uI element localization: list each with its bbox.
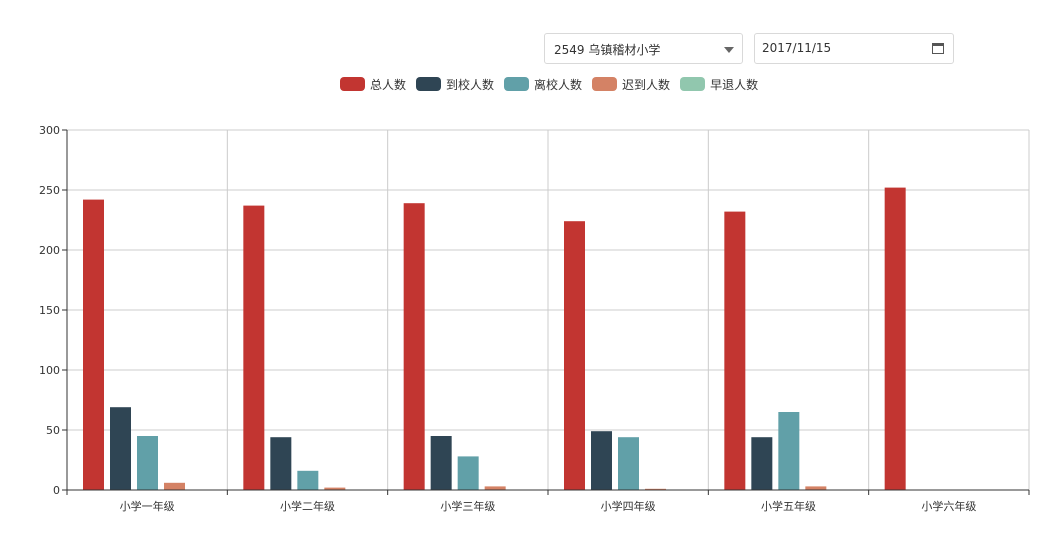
legend-swatch-arrived — [416, 77, 442, 91]
school-select-value: 2549 乌镇稽材小学 — [554, 43, 661, 57]
y-tick-label: 250 — [39, 184, 60, 197]
bar — [137, 436, 158, 490]
date-input[interactable]: 2017/11/15 — [754, 33, 954, 64]
school-select[interactable]: 2549 乌镇稽材小学 — [544, 33, 743, 64]
y-tick-label: 100 — [39, 364, 60, 377]
bar — [591, 431, 612, 490]
bar — [564, 221, 585, 490]
legend-item-early-leave[interactable]: 早退人数 — [680, 76, 758, 93]
chevron-down-icon — [724, 47, 734, 53]
bar — [164, 482, 185, 490]
bar — [884, 187, 906, 490]
bar — [403, 203, 425, 490]
bar — [83, 199, 104, 490]
legend-item-arrived[interactable]: 到校人数 — [416, 76, 494, 93]
bar — [645, 488, 666, 490]
bar — [724, 211, 746, 490]
legend-label-early-leave: 早退人数 — [710, 77, 759, 92]
x-tick-label: 小学五年级 — [761, 499, 816, 513]
y-tick-label: 0 — [53, 484, 60, 497]
bar — [484, 486, 506, 490]
bar — [430, 436, 452, 490]
legend-label-late: 迟到人数 — [622, 77, 671, 92]
y-tick-label: 300 — [39, 124, 60, 137]
date-input-value: 2017/11/15 — [762, 41, 832, 55]
bar — [270, 437, 292, 490]
legend-swatch-total — [340, 77, 365, 91]
legend-item-late[interactable]: 迟到人数 — [592, 76, 670, 93]
x-tick-label: 小学一年级 — [120, 499, 175, 513]
y-tick-label: 150 — [39, 304, 60, 317]
legend-label-total: 总人数 — [370, 77, 407, 92]
legend-item-left[interactable]: 离校人数 — [504, 76, 582, 93]
bar — [805, 486, 827, 490]
x-tick-label: 小学二年级 — [280, 499, 335, 513]
legend-swatch-late — [592, 77, 618, 91]
bar — [778, 412, 800, 490]
bar — [457, 456, 479, 490]
x-tick-label: 小学六年级 — [921, 499, 976, 513]
legend-swatch-early-leave — [680, 77, 706, 91]
legend-label-left: 离校人数 — [534, 77, 583, 92]
x-tick-label: 小学四年级 — [601, 499, 656, 513]
bar — [618, 437, 639, 490]
bar — [324, 487, 346, 490]
x-tick-label: 小学三年级 — [440, 499, 495, 513]
legend-swatch-left — [504, 77, 530, 91]
legend-item-total[interactable]: 总人数 — [340, 76, 406, 93]
bar — [243, 205, 265, 490]
bar — [110, 407, 131, 490]
y-tick-label: 50 — [46, 424, 60, 437]
y-tick-label: 200 — [39, 244, 60, 257]
chart-legend: 总人数 到校人数 离校人数 迟到人数 早退人数 — [340, 74, 768, 94]
bar — [297, 470, 319, 490]
legend-label-arrived: 到校人数 — [446, 77, 495, 92]
calendar-icon[interactable] — [932, 43, 944, 54]
bar — [751, 437, 773, 490]
